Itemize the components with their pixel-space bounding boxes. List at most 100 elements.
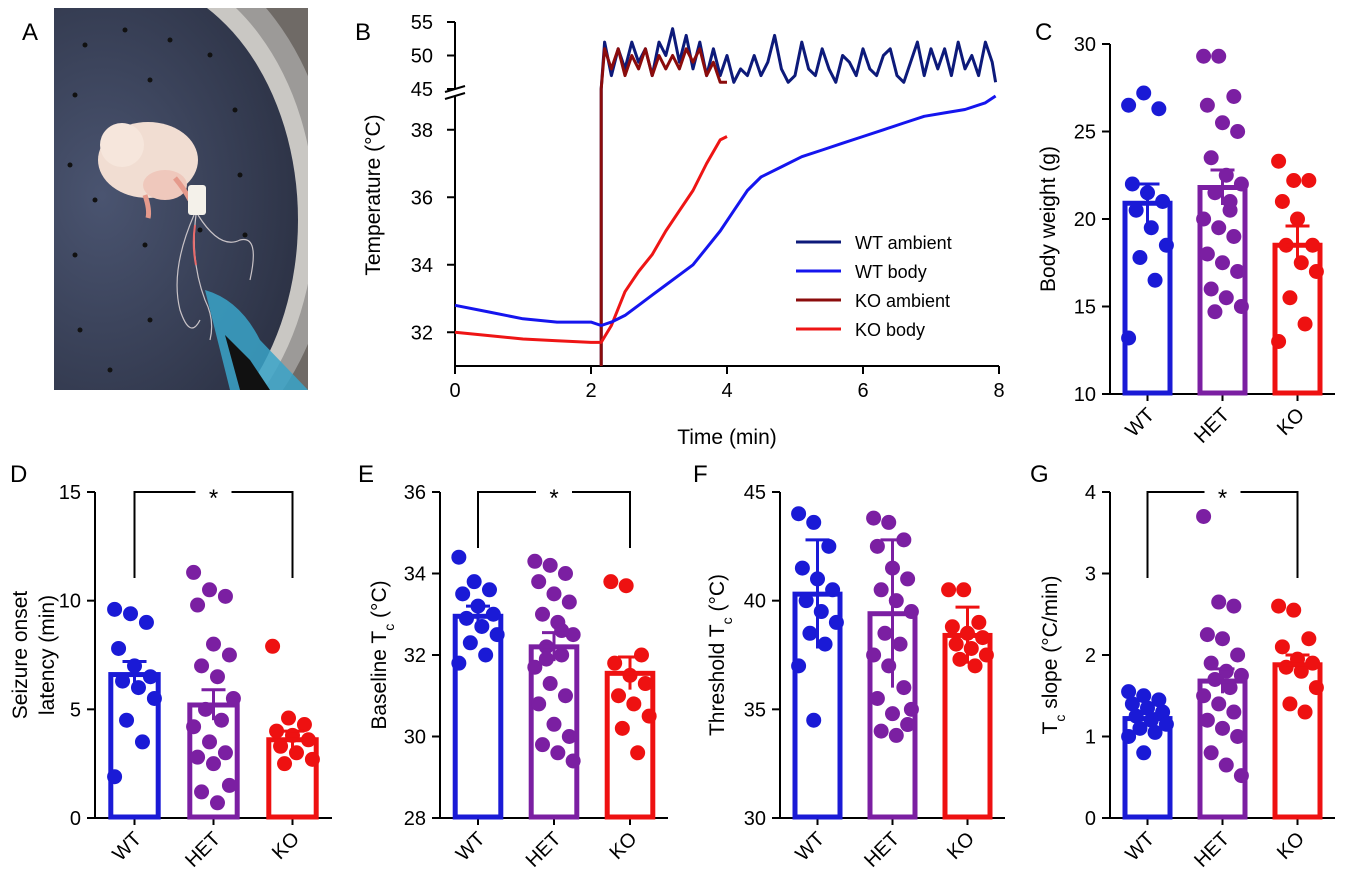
data-point-het	[546, 716, 562, 732]
data-point-wt	[1143, 220, 1159, 236]
data-point-het	[557, 688, 573, 704]
data-point-het	[1230, 729, 1246, 744]
data-point-wt	[451, 549, 467, 565]
data-point-het	[1196, 508, 1212, 524]
y-tick-label: 15	[1074, 297, 1096, 319]
legend-label: WT ambient	[855, 233, 952, 253]
data-point-het	[531, 696, 547, 712]
data-point-ko	[1290, 211, 1305, 227]
data-point-het	[527, 659, 543, 675]
data-point-het	[1222, 680, 1238, 696]
data-point-het	[873, 582, 889, 598]
data-point-wt	[466, 574, 482, 590]
data-point-ko	[277, 756, 293, 772]
data-point-ko	[269, 723, 285, 739]
data-point-het	[1226, 704, 1242, 720]
y-tick-label: 15	[59, 482, 81, 504]
y-axis-label: Baseline Tc (°C)	[368, 580, 397, 729]
data-point-het	[217, 588, 233, 604]
data-point-het	[1211, 220, 1227, 236]
data-point-het	[1226, 89, 1242, 104]
data-point-het	[881, 514, 897, 530]
y-tick-label: 1	[1085, 727, 1096, 749]
data-point-ko	[265, 638, 281, 654]
data-point-ko	[630, 745, 646, 761]
x-tick-label: 6	[857, 380, 868, 402]
data-point-het	[225, 690, 241, 706]
data-point-het	[866, 647, 882, 663]
data-point-het	[194, 658, 210, 674]
data-point-wt	[1121, 729, 1137, 744]
x-tick-label: 0	[449, 380, 460, 402]
legend-label: WT body	[855, 262, 927, 282]
significance-bracket	[133, 491, 294, 578]
y-tick-label: 36	[404, 482, 426, 504]
data-point-het	[1203, 745, 1219, 761]
data-point-het	[1233, 768, 1249, 784]
x-tick-label: HET	[1190, 404, 1234, 448]
data-point-het	[1230, 124, 1246, 139]
data-point-wt	[1136, 688, 1152, 704]
series-line-wt-body	[454, 94, 997, 327]
data-point-het	[554, 647, 570, 663]
data-point-ko	[637, 676, 653, 692]
chart-c-body-weight: 10 15 20 25 30 WT HET KO Body weight (g)	[1037, 34, 1335, 448]
data-point-ko	[1274, 639, 1290, 655]
data-point-het	[873, 723, 889, 739]
data-point-ko	[1305, 655, 1321, 671]
data-point-wt	[791, 658, 807, 674]
data-point-ko	[948, 636, 964, 652]
data-point-het	[896, 680, 912, 696]
data-point-wt	[1147, 272, 1163, 288]
data-point-wt	[119, 712, 135, 728]
data-point-het	[186, 719, 202, 735]
data-point-het	[213, 712, 229, 728]
data-point-het	[866, 510, 882, 526]
data-point-wt	[802, 625, 818, 641]
data-point-het	[1233, 299, 1249, 314]
panel-letter-f: F	[693, 461, 708, 488]
data-point-ko	[296, 717, 312, 733]
data-point-het	[1196, 211, 1212, 227]
x-tick-label: 4	[721, 380, 732, 402]
data-point-het	[1218, 757, 1234, 773]
data-point-ko	[975, 630, 991, 646]
data-point-ko	[1297, 316, 1313, 332]
y-tick-label: 5	[70, 699, 81, 721]
data-point-ko	[633, 647, 649, 663]
series-line-ko-ambient	[599, 47, 727, 366]
data-point-ko	[1271, 334, 1287, 349]
y-axis-label: Body weight (g)	[1037, 146, 1060, 292]
y-tick-label: 0	[70, 808, 81, 830]
y-tick-label: 32	[404, 645, 426, 667]
x-tick-label: KO	[606, 828, 642, 864]
data-point-het	[1203, 281, 1219, 297]
data-point-het	[877, 625, 893, 641]
significance-bracket	[1146, 491, 1299, 578]
y-tick-label: 25	[1074, 122, 1096, 144]
data-point-het	[903, 701, 919, 717]
y-axis-label: Seizure onset latency (min)	[9, 591, 59, 720]
data-point-het	[1211, 696, 1227, 712]
data-point-ko	[967, 658, 983, 674]
data-point-het	[1199, 246, 1215, 262]
data-point-wt	[451, 655, 467, 671]
data-point-ko	[288, 745, 304, 761]
data-point-wt	[123, 606, 139, 622]
photo-mouse-in-chamber	[54, 8, 308, 390]
data-point-ko	[952, 651, 968, 667]
x-tick-label: HET	[1190, 828, 1234, 872]
y-tick-label: 36	[411, 187, 433, 209]
data-point-wt	[1128, 202, 1144, 218]
data-point-het	[1196, 48, 1212, 64]
data-point-het	[1215, 720, 1230, 736]
y-tick-label: 32	[411, 322, 433, 344]
data-point-het	[892, 636, 908, 652]
significance-star: *	[549, 485, 558, 512]
data-point-het	[1230, 264, 1246, 279]
data-point-het	[900, 717, 916, 733]
data-point-wt	[817, 636, 833, 652]
y-tick-label: 10	[59, 591, 81, 613]
data-point-het	[190, 597, 206, 613]
x-tick-label: WT	[108, 828, 146, 866]
